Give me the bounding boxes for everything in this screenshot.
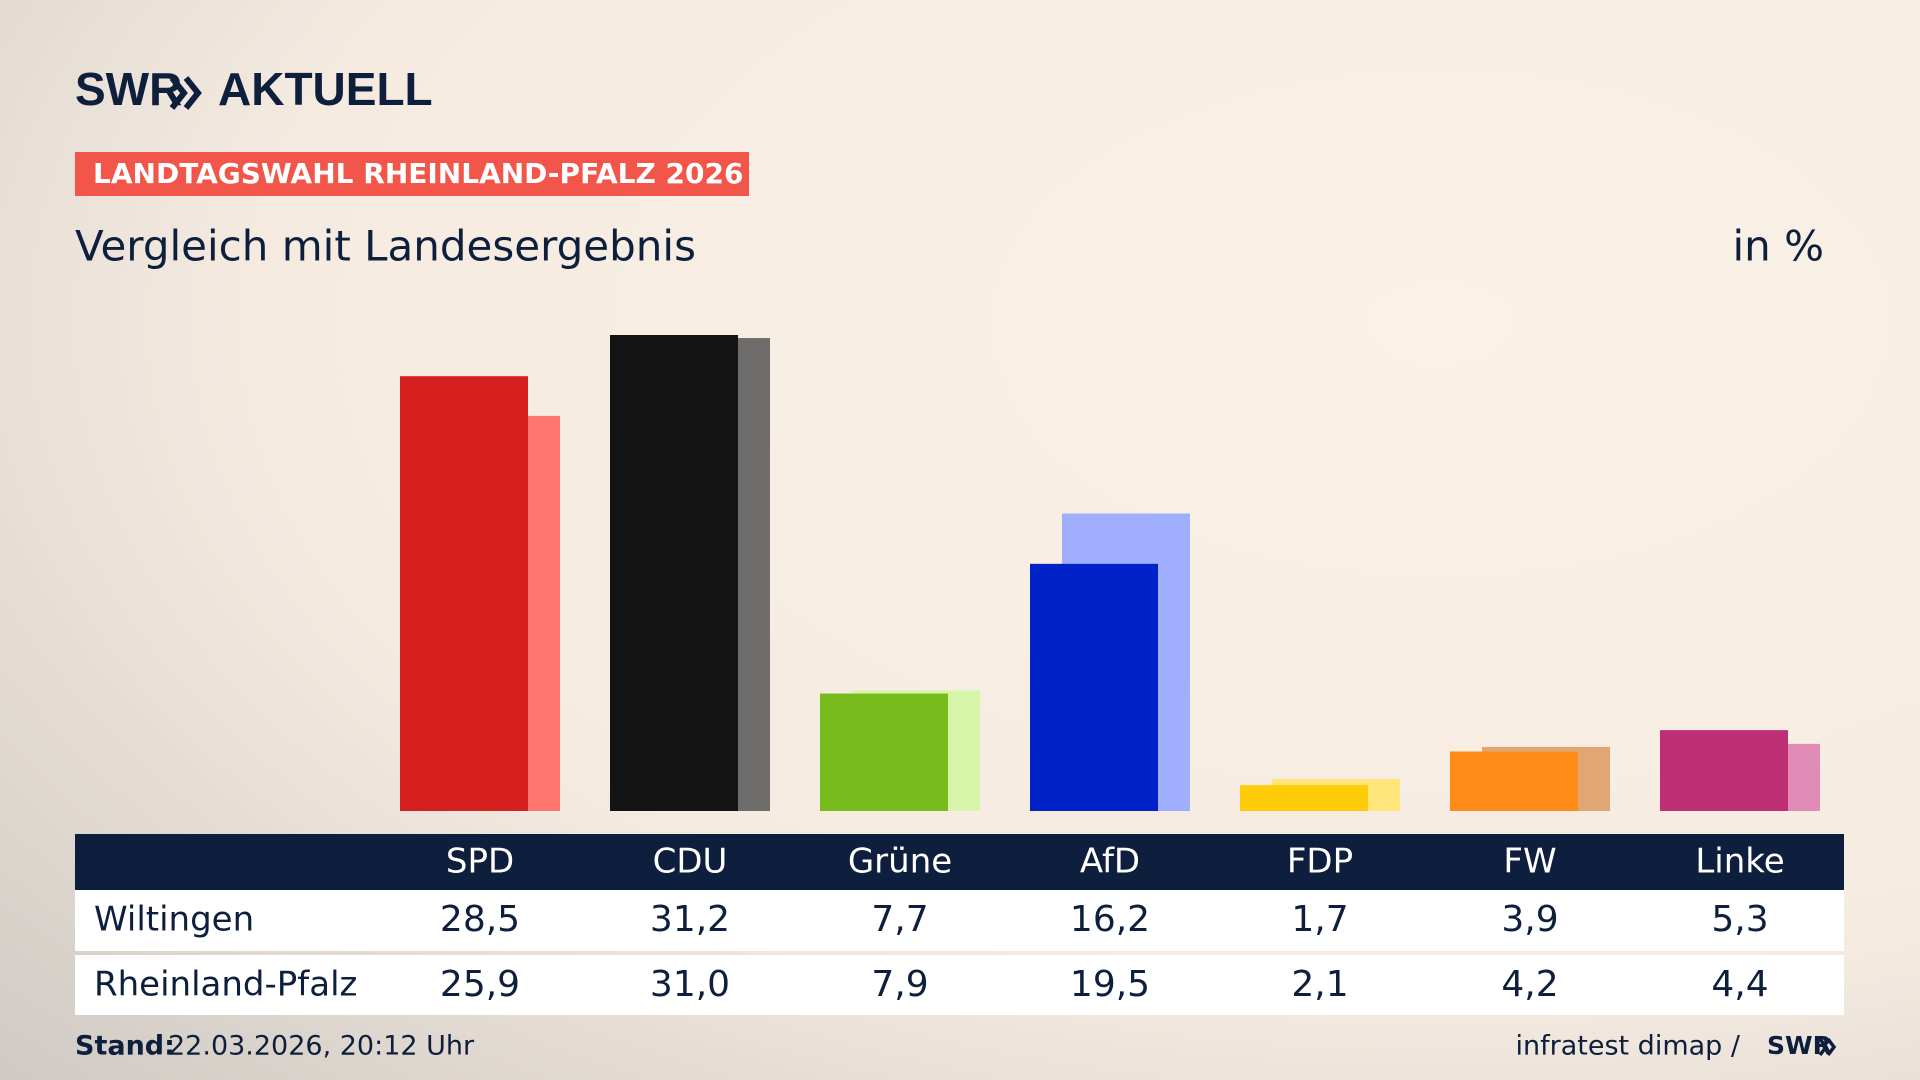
bar (400, 376, 528, 811)
value-label: 31,2 (650, 899, 730, 940)
kicker-box (75, 152, 749, 196)
value-label: 3,9 (1501, 899, 1558, 940)
bar (1450, 751, 1578, 811)
value-label: 31,0 (650, 964, 730, 1005)
kicker: LANDTAGSWAHL RHEINLAND-PFALZ 2026 (93, 157, 743, 190)
value-label: 4,4 (1711, 964, 1768, 1005)
bar (1030, 563, 1158, 811)
brand: SWR (75, 63, 182, 115)
source-chevrons (1818, 1037, 1837, 1057)
value-label: 7,7 (871, 899, 928, 940)
column-header: FW (1503, 842, 1556, 882)
source: infratest dimap / (1515, 1031, 1740, 1062)
brand-chevrons (169, 76, 202, 110)
stand-label: Stand: (75, 1031, 175, 1062)
column-header: FDP (1287, 842, 1353, 882)
value-label: 4,2 (1501, 964, 1558, 1005)
stand-value: 22.03.2026, 20:12 Uhr (168, 1031, 475, 1062)
unit: in % (1732, 222, 1824, 271)
value-label: 7,9 (871, 964, 928, 1005)
row-label: Wiltingen (94, 900, 254, 940)
column-header: AfD (1080, 842, 1140, 882)
value-label: 19,5 (1070, 964, 1150, 1005)
bar (1240, 785, 1368, 811)
chart-title: Vergleich mit Landesergebnis (75, 222, 696, 271)
column-header: SPD (446, 842, 514, 882)
bar (610, 335, 738, 811)
table-row (75, 955, 1844, 1015)
value-label: 16,2 (1070, 899, 1150, 940)
value-label: 1,7 (1291, 899, 1348, 940)
column-header: CDU (653, 842, 728, 882)
value-label: 2,1 (1291, 964, 1348, 1005)
source-brand: SWR (1767, 1031, 1832, 1060)
table-row (75, 890, 1844, 951)
bar (1660, 730, 1788, 811)
table-header (75, 834, 1844, 890)
bar (820, 693, 948, 811)
value-label: 28,5 (440, 899, 520, 940)
column-header: Linke (1695, 842, 1784, 882)
brand-suffix: AKTUELL (218, 63, 433, 115)
value-label: 25,9 (440, 964, 520, 1005)
value-label: 5,3 (1711, 899, 1768, 940)
row-label: Rheinland-Pfalz (94, 965, 357, 1005)
column-header: Grüne (848, 842, 952, 882)
